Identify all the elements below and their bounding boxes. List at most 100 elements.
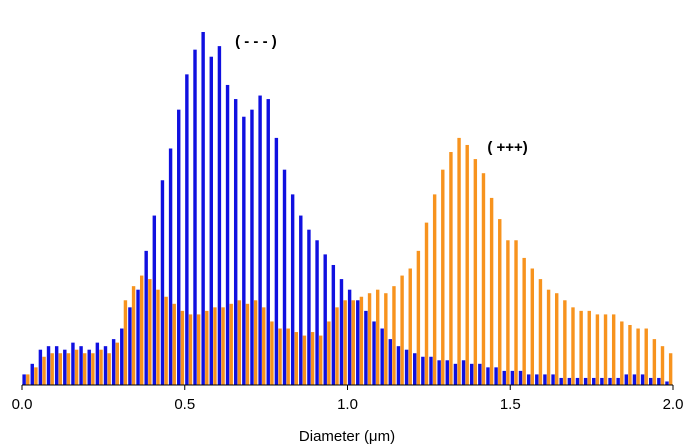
bar: [156, 289, 160, 385]
bar: [120, 328, 124, 385]
bar: [608, 377, 612, 385]
bar: [188, 314, 193, 385]
x-tick-label: 0.5: [174, 396, 195, 413]
bar: [245, 303, 250, 385]
bar: [555, 293, 559, 385]
bar: [380, 328, 384, 385]
bar: [266, 99, 270, 385]
bar: [131, 286, 136, 385]
bar: [87, 349, 91, 385]
bar: [323, 254, 327, 385]
bar: [465, 144, 469, 385]
bar: [522, 257, 526, 385]
bar: [196, 314, 201, 385]
bar: [530, 268, 535, 385]
bar: [136, 289, 140, 385]
bar: [164, 296, 168, 385]
bar: [38, 349, 43, 385]
bar: [510, 370, 515, 385]
bar: [660, 346, 665, 385]
bar: [441, 169, 445, 385]
x-tick-label: 1.0: [337, 396, 358, 413]
bar: [242, 116, 246, 385]
bar: [282, 169, 287, 385]
bar: [400, 275, 404, 385]
bar: [331, 264, 336, 385]
bar: [274, 137, 279, 385]
bar: [107, 353, 111, 385]
bar: [543, 374, 547, 385]
bar: [620, 321, 624, 385]
bar: [258, 95, 262, 385]
bar: [278, 328, 282, 385]
bar: [575, 377, 580, 385]
bar: [587, 310, 591, 385]
bar: [538, 279, 543, 385]
bar: [128, 307, 132, 385]
bar: [473, 159, 478, 385]
bar: [668, 353, 673, 385]
bar: [579, 310, 583, 385]
bar: [469, 363, 474, 385]
bar: [583, 377, 588, 385]
bar: [611, 314, 616, 385]
bar: [359, 296, 364, 385]
bar: [262, 307, 266, 385]
bar: [139, 275, 144, 385]
bar: [375, 289, 380, 385]
bar: [185, 74, 189, 386]
bar: [307, 229, 311, 385]
bar: [144, 250, 148, 385]
bar: [299, 215, 303, 385]
bar: [665, 381, 669, 385]
bar: [384, 293, 388, 385]
bar: [22, 374, 26, 385]
bar: [34, 367, 38, 385]
bar: [148, 279, 152, 385]
bar: [327, 321, 331, 385]
bar: [54, 346, 59, 385]
bar: [347, 289, 352, 385]
bar: [461, 360, 466, 385]
bar: [26, 374, 30, 385]
bar: [453, 363, 458, 385]
bar: [294, 332, 299, 385]
bar: [103, 346, 108, 385]
x-tick-label: 1.5: [500, 396, 521, 413]
bar: [152, 215, 157, 385]
bar: [95, 342, 100, 385]
bar: [229, 303, 233, 385]
bar: [592, 377, 596, 385]
bar: [489, 197, 494, 385]
bar: [429, 356, 433, 385]
bar: [217, 46, 222, 386]
bar: [91, 353, 95, 385]
series-label: ( - - - ): [235, 33, 277, 50]
bar: [250, 109, 254, 385]
bar: [404, 349, 409, 385]
bar: [356, 300, 360, 385]
bar: [209, 56, 213, 386]
bar: [526, 374, 531, 385]
bar: [437, 360, 441, 385]
bar: [335, 307, 339, 385]
bar: [180, 310, 185, 385]
bar: [253, 300, 258, 385]
bar: [567, 377, 572, 385]
bar: [595, 314, 600, 385]
bar: [396, 346, 401, 385]
bar: [657, 377, 661, 385]
bar: [372, 321, 376, 385]
bar: [205, 310, 209, 385]
bar: [79, 346, 83, 385]
bar: [225, 84, 230, 385]
bar: [302, 335, 307, 385]
bar: [50, 353, 54, 385]
bar: [74, 349, 79, 385]
bar: [270, 321, 274, 385]
bar: [624, 374, 628, 385]
bar: [494, 367, 498, 385]
bar: [600, 377, 604, 385]
bar: [364, 310, 368, 385]
